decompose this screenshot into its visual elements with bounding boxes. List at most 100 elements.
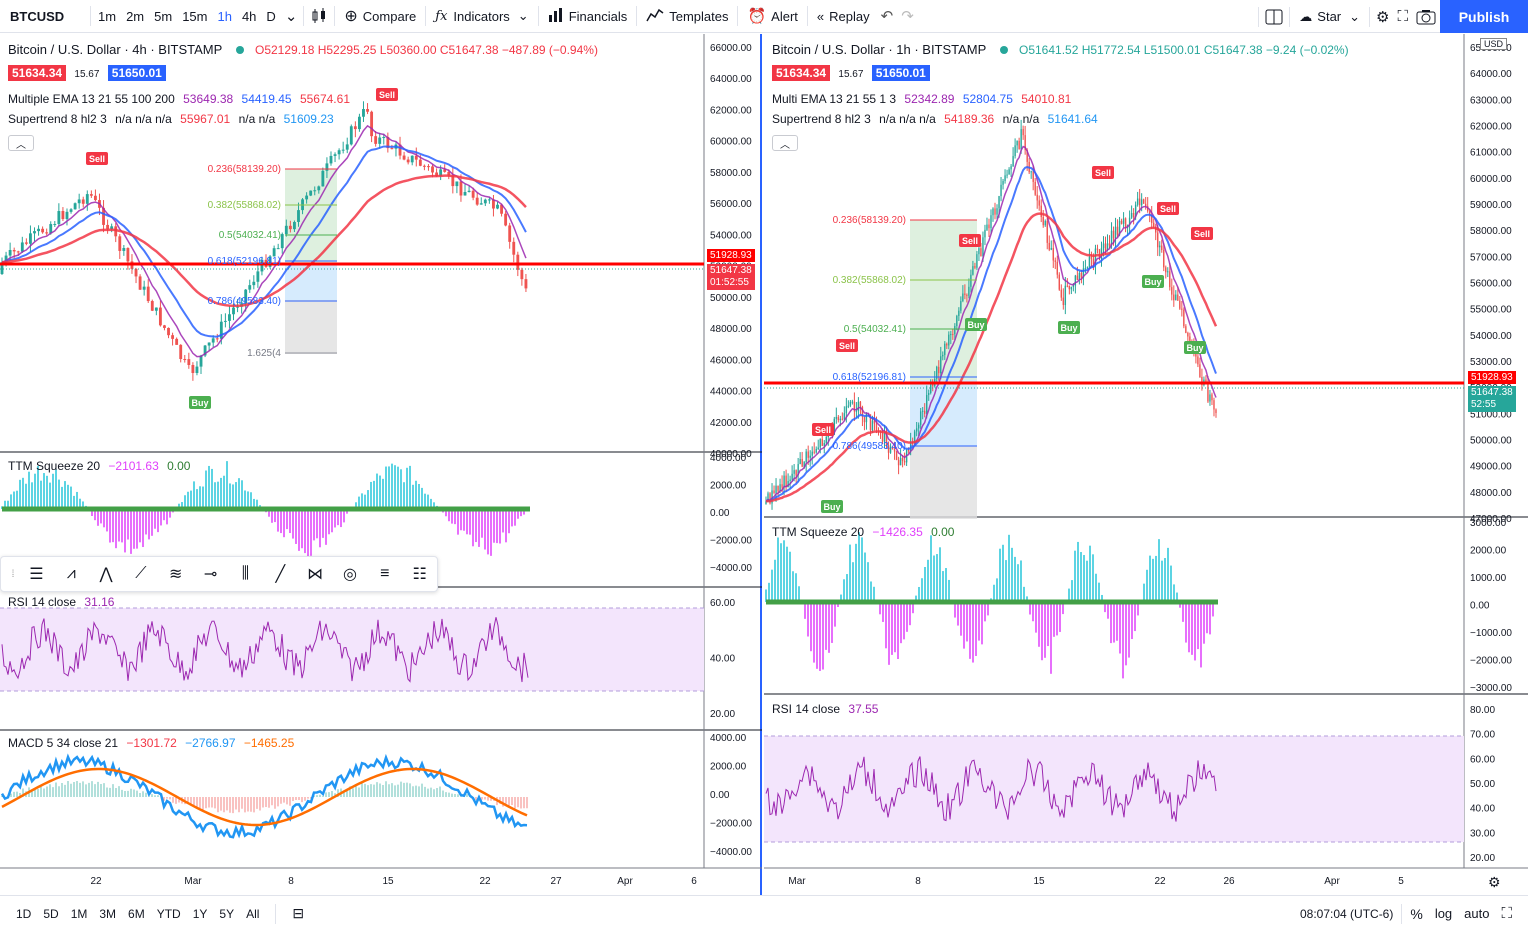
- fib-retracement-icon[interactable]: ≋: [169, 566, 183, 583]
- redo-icon[interactable]: ↷: [901, 8, 914, 25]
- trend-line-points-icon[interactable]: ⟋: [135, 565, 147, 582]
- elliott-wave-icon[interactable]: ⩘: [66, 565, 76, 582]
- candle-body: [524, 279, 528, 289]
- candle-body: [142, 286, 146, 290]
- candle-body: [223, 320, 227, 322]
- star-label: Star: [1317, 9, 1342, 24]
- publish-button[interactable]: Publish: [1440, 0, 1528, 33]
- chevron-down-icon: ⌄: [517, 8, 529, 23]
- axis-settings-icon[interactable]: ⚙: [1488, 874, 1501, 890]
- templates-button[interactable]: Templates: [639, 0, 735, 33]
- alert-button[interactable]: ⏰ Alert: [740, 0, 804, 33]
- camera-icon[interactable]: [1412, 0, 1440, 33]
- fullscreen-icon[interactable]: ⛶: [1501, 905, 1512, 922]
- replay-button[interactable]: « Replay: [810, 0, 877, 33]
- abc-pattern-icon[interactable]: ⋀: [99, 566, 113, 583]
- candle-body: [992, 208, 994, 216]
- candle-body: [106, 224, 110, 230]
- star-button[interactable]: ☁ Star ⌄: [1292, 0, 1367, 33]
- range-3m[interactable]: 3M: [99, 906, 117, 921]
- left-rsi-value: 31.16: [84, 595, 115, 609]
- candle-body: [1078, 272, 1081, 280]
- right-bid-price[interactable]: 51634.34: [772, 65, 831, 81]
- right-ttm-legend[interactable]: TTM Squeeze 20 −1426.35 0.00: [772, 525, 954, 539]
- right-rsi-legend[interactable]: RSI 14 close 37.55: [772, 702, 878, 716]
- candle-body: [475, 197, 479, 205]
- right-chart-canvas[interactable]: 65000.0064000.0063000.0062000.0061000.00…: [764, 34, 1528, 895]
- divider: [303, 6, 305, 26]
- auto-toggle[interactable]: auto: [1464, 906, 1490, 921]
- right-supertrend-legend[interactable]: Supertrend 8 hl2 3 n/a n/a n/a 54189.36 …: [772, 112, 1098, 126]
- horizontal-ray-icon[interactable]: ⊸: [203, 566, 218, 583]
- range-1d[interactable]: 1D: [16, 906, 32, 921]
- layout-icon[interactable]: [1261, 0, 1287, 33]
- left-chart-pane[interactable]: 66000.00 64000.00 62000.00 60000.00 58000.00…: [0, 34, 762, 895]
- left-chart-canvas[interactable]: 66000.0064000.0062000.0060000.0058000.00…: [0, 34, 762, 895]
- left-ttm-legend[interactable]: TTM Squeeze 20 −2101.63 0.00: [8, 459, 190, 473]
- range-ytd[interactable]: YTD: [156, 906, 181, 921]
- timeframe-15m[interactable]: 15m: [182, 8, 208, 24]
- timeframe-d[interactable]: D: [266, 8, 276, 24]
- timeframe-1m[interactable]: 1m: [98, 8, 117, 24]
- settings-lines-icon[interactable]: ≡: [380, 565, 390, 582]
- candle-body: [972, 266, 974, 275]
- candle-body: [1032, 171, 1034, 182]
- candle-tool-icon[interactable]: ⫼: [241, 565, 250, 582]
- left-ask-price[interactable]: 51650.01: [107, 65, 166, 81]
- indicators-button[interactable]: ƒx Indicators ⌄: [428, 0, 535, 33]
- collapse-legend-button[interactable]: ︿: [772, 135, 798, 151]
- price-axis-label: 62000.00: [710, 105, 752, 116]
- right-chart-pane[interactable]: 65000.0064000.0063000.0062000.0061000.00…: [764, 34, 1528, 895]
- gear-icon[interactable]: ⚙: [1376, 8, 1390, 26]
- undo-icon[interactable]: ↶: [880, 8, 894, 25]
- timeframe-2m[interactable]: 2m: [126, 8, 145, 24]
- right-ema-legend[interactable]: Multi EMA 13 21 55 1 3 52342.89 52804.75…: [772, 92, 1071, 106]
- compare-button[interactable]: ⊕ Compare: [337, 0, 423, 33]
- candle-body: [1106, 243, 1109, 251]
- percent-toggle[interactable]: %: [1410, 905, 1423, 922]
- range-6m[interactable]: 6M: [128, 906, 145, 921]
- clock-time[interactable]: 08:07:04 (UTC-6): [1299, 906, 1394, 921]
- left-supertrend-legend[interactable]: Supertrend 8 hl2 3 n/a n/a n/a 55967.01 …: [8, 112, 334, 126]
- spiral-icon[interactable]: ◎: [342, 566, 357, 583]
- candle-body: [463, 191, 467, 196]
- go-to-date-icon[interactable]: ⊟: [292, 905, 305, 921]
- pattern-tool-icon[interactable]: ⋈: [307, 566, 324, 583]
- timeframe-1h[interactable]: 1h: [217, 8, 232, 24]
- range-all[interactable]: All: [246, 906, 260, 921]
- left-ema-legend[interactable]: Multiple EMA 13 21 55 100 200 53649.38 5…: [8, 92, 350, 106]
- candle-body: [1148, 211, 1151, 215]
- right-ttm-value: −1426.35: [872, 525, 923, 539]
- currency-label[interactable]: USD: [1480, 38, 1508, 50]
- candle-body: [1175, 294, 1177, 301]
- right-legend-title-row: Bitcoin / U.S. Dollar · 1h · BITSTAMP O5…: [772, 42, 1349, 57]
- left-macd-legend[interactable]: MACD 5 34 close 21 −1301.72 −2766.97 −14…: [8, 736, 294, 750]
- left-bid-price[interactable]: 51634.34: [8, 65, 67, 81]
- right-ask-price[interactable]: 51650.01: [871, 65, 930, 81]
- ttm-axis-label: 3000.00: [1470, 518, 1507, 529]
- log-toggle[interactable]: log: [1434, 906, 1453, 921]
- timeframe-4h[interactable]: 4h: [241, 8, 257, 24]
- candle-body: [0, 262, 4, 274]
- candles-icon[interactable]: [306, 0, 332, 33]
- chevron-down-icon[interactable]: ⌄: [284, 8, 298, 25]
- candle-body: [1040, 205, 1042, 217]
- line-tool-icon[interactable]: ╱: [275, 566, 286, 583]
- range-1m[interactable]: 1M: [70, 906, 88, 921]
- drag-handle-icon[interactable]: ⁞: [11, 568, 15, 580]
- bar-chart-icon: [548, 7, 564, 25]
- buy-signal-label: Buy: [823, 502, 840, 512]
- horizontal-lines-icon[interactable]: ☰: [29, 566, 44, 583]
- candle-body: [1173, 294, 1175, 301]
- range-5y[interactable]: 5Y: [219, 906, 235, 921]
- symbol-search[interactable]: BTCUSD: [10, 8, 65, 24]
- range-5d[interactable]: 5D: [43, 906, 59, 921]
- range-1y[interactable]: 1Y: [192, 906, 208, 921]
- fullscreen-icon[interactable]: ⛶: [1397, 8, 1408, 25]
- cloud-icon: ☁: [1299, 8, 1313, 24]
- left-rsi-legend[interactable]: RSI 14 close 31.16: [8, 595, 114, 609]
- more-lines-icon[interactable]: ☷: [412, 566, 427, 583]
- collapse-legend-button[interactable]: ︿: [8, 135, 34, 151]
- timeframe-5m[interactable]: 5m: [154, 8, 173, 24]
- financials-button[interactable]: Financials: [541, 0, 635, 33]
